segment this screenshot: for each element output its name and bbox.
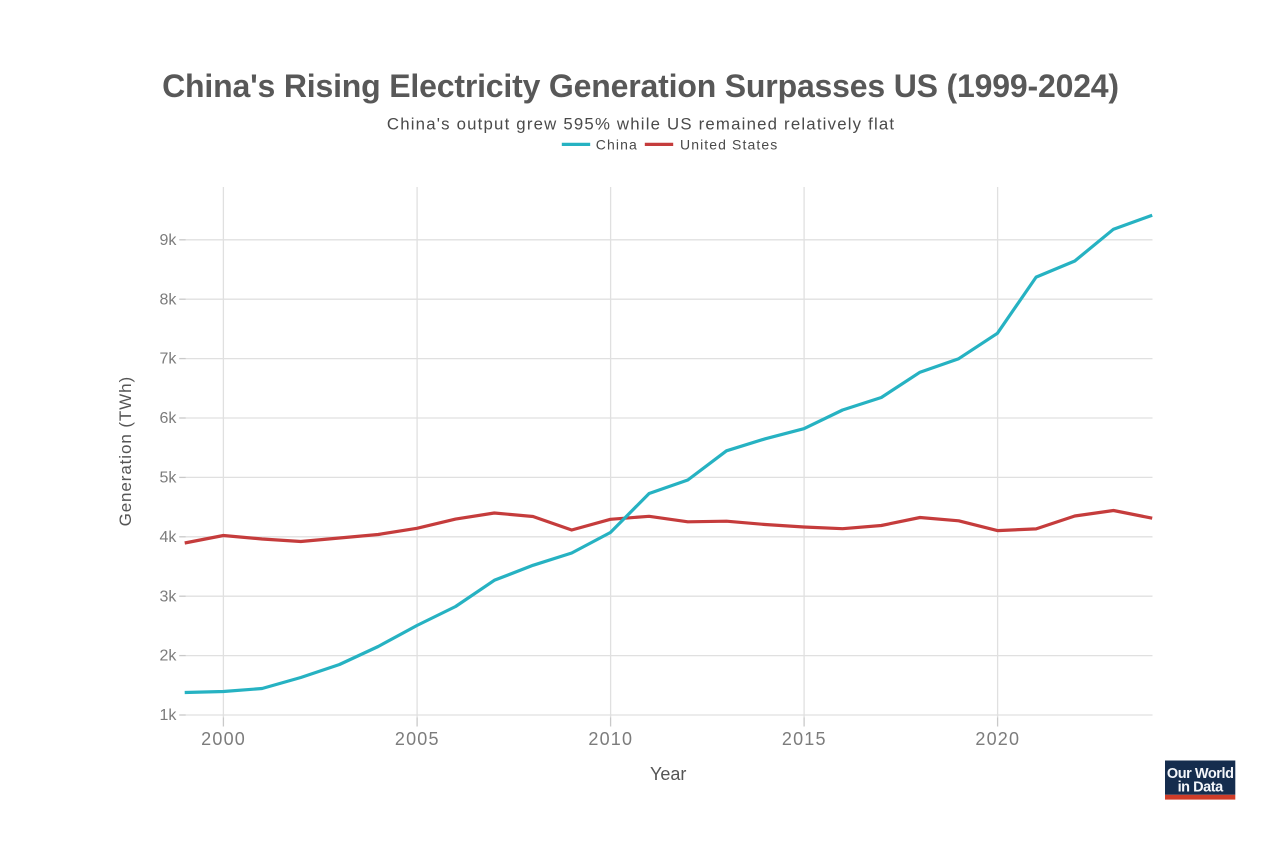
svg-text:4k: 4k (159, 529, 177, 546)
svg-text:2015: 2015 (782, 729, 827, 749)
svg-text:2k: 2k (159, 648, 177, 665)
svg-text:United States: United States (680, 137, 778, 153)
svg-text:6k: 6k (159, 410, 177, 427)
svg-text:8k: 8k (159, 291, 177, 308)
svg-text:in Data: in Data (1178, 780, 1225, 796)
svg-text:Our World: Our World (1167, 766, 1234, 782)
svg-text:2000: 2000 (201, 729, 246, 749)
svg-text:China's Rising Electricity Gen: China's Rising Electricity Generation Su… (162, 68, 1119, 104)
svg-text:Generation (TWh): Generation (TWh) (116, 376, 135, 526)
svg-text:China: China (596, 137, 638, 153)
svg-text:Year: Year (650, 764, 686, 784)
svg-text:2020: 2020 (975, 729, 1020, 749)
svg-text:China's output grew 595% while: China's output grew 595% while US remain… (387, 115, 895, 134)
svg-text:9k: 9k (159, 232, 177, 249)
svg-text:1k: 1k (159, 707, 177, 724)
svg-text:7k: 7k (159, 351, 177, 368)
svg-text:5k: 5k (159, 470, 177, 487)
svg-text:2005: 2005 (395, 729, 440, 749)
svg-text:2010: 2010 (588, 729, 633, 749)
svg-text:3k: 3k (159, 588, 177, 605)
